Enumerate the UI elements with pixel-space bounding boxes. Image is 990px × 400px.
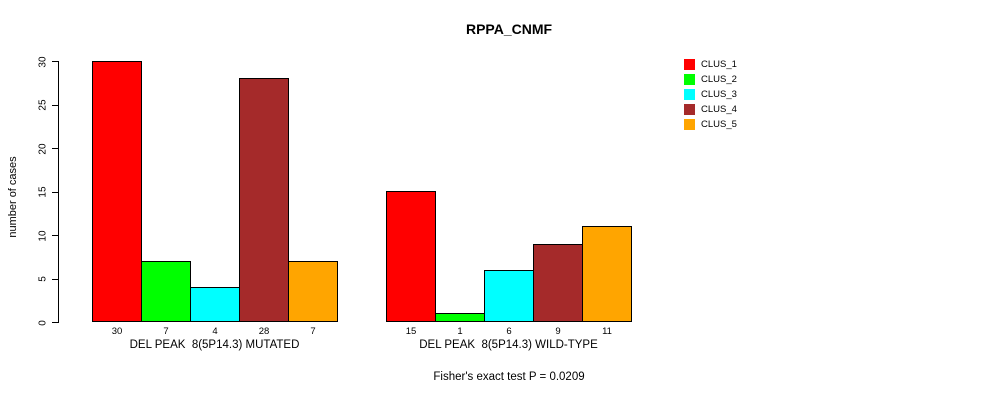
- y-tick-label: 25: [37, 99, 49, 111]
- annotation-text: Fisher's exact test P = 0.0209: [433, 371, 585, 383]
- bar-clus_1-group1: [92, 61, 142, 322]
- legend-label: CLUS_3: [701, 89, 737, 100]
- bar-value-label: 11: [602, 326, 612, 337]
- bar-clus_3-group1: [190, 287, 240, 322]
- y-tick-mark: [52, 235, 58, 236]
- legend-label: CLUS_1: [701, 59, 737, 70]
- legend-item: CLUS_3: [684, 89, 737, 100]
- bar-value-label: 28: [258, 326, 270, 337]
- bar-value-label: 7: [310, 326, 316, 337]
- legend-swatch: [684, 59, 695, 70]
- legend-swatch: [684, 119, 695, 130]
- legend-label: CLUS_2: [701, 74, 737, 85]
- bar-value-label: 7: [163, 326, 169, 337]
- bar-value-label: 15: [405, 326, 417, 337]
- y-tick-mark: [52, 61, 58, 62]
- chart-title: RPPA_CNMF: [465, 21, 553, 37]
- bar-value-label: 9: [555, 326, 561, 337]
- legend-swatch: [684, 74, 695, 85]
- bar-value-label: 30: [111, 326, 123, 337]
- y-tick-label: 30: [37, 55, 49, 68]
- bar-value-label: 4: [212, 326, 218, 337]
- y-tick-label: 10: [37, 229, 49, 242]
- bar-clus_2-group1: [141, 261, 191, 322]
- legend-item: CLUS_4: [684, 104, 737, 115]
- y-tick-label: 15: [37, 186, 49, 198]
- bar-clus_3-group2: [484, 270, 534, 322]
- bar-clus_2-group2: [435, 313, 485, 322]
- legend-swatch: [684, 104, 695, 115]
- y-tick-label: 0: [37, 319, 49, 326]
- y-tick-label: 5: [37, 276, 49, 282]
- x-group-label: DEL PEAK 8(5P14.3) WILD-TYPE: [419, 339, 598, 351]
- legend-label: CLUS_5: [701, 119, 737, 130]
- legend: CLUS_1 CLUS_2 CLUS_3 CLUS_4 CLUS_5: [684, 59, 737, 130]
- bar-clus_4-group2: [533, 244, 583, 322]
- y-tick-mark: [52, 322, 58, 323]
- bar-clus_5-group2: [582, 226, 632, 322]
- y-tick-mark: [52, 191, 58, 193]
- bar-clus_1-group2: [386, 191, 436, 322]
- x-group-label: DEL PEAK 8(5P14.3) MUTATED: [129, 339, 300, 351]
- bar-value-label: 6: [506, 326, 512, 337]
- legend-item: CLUS_1: [684, 59, 737, 70]
- y-axis-title: number of cases: [7, 156, 19, 238]
- bar-clus_5-group1: [288, 261, 338, 322]
- legend-swatch: [684, 89, 695, 100]
- legend-item: CLUS_5: [684, 119, 737, 130]
- legend-label: CLUS_4: [701, 104, 737, 115]
- y-tick-mark: [52, 148, 58, 149]
- legend-item: CLUS_2: [684, 74, 737, 85]
- bar-value-label: 1: [457, 326, 463, 337]
- y-tick-mark: [52, 104, 58, 106]
- y-tick-mark: [52, 278, 58, 280]
- bar-clus_4-group1: [239, 78, 289, 322]
- y-axis-line: [58, 61, 59, 323]
- y-tick-label: 20: [37, 142, 49, 155]
